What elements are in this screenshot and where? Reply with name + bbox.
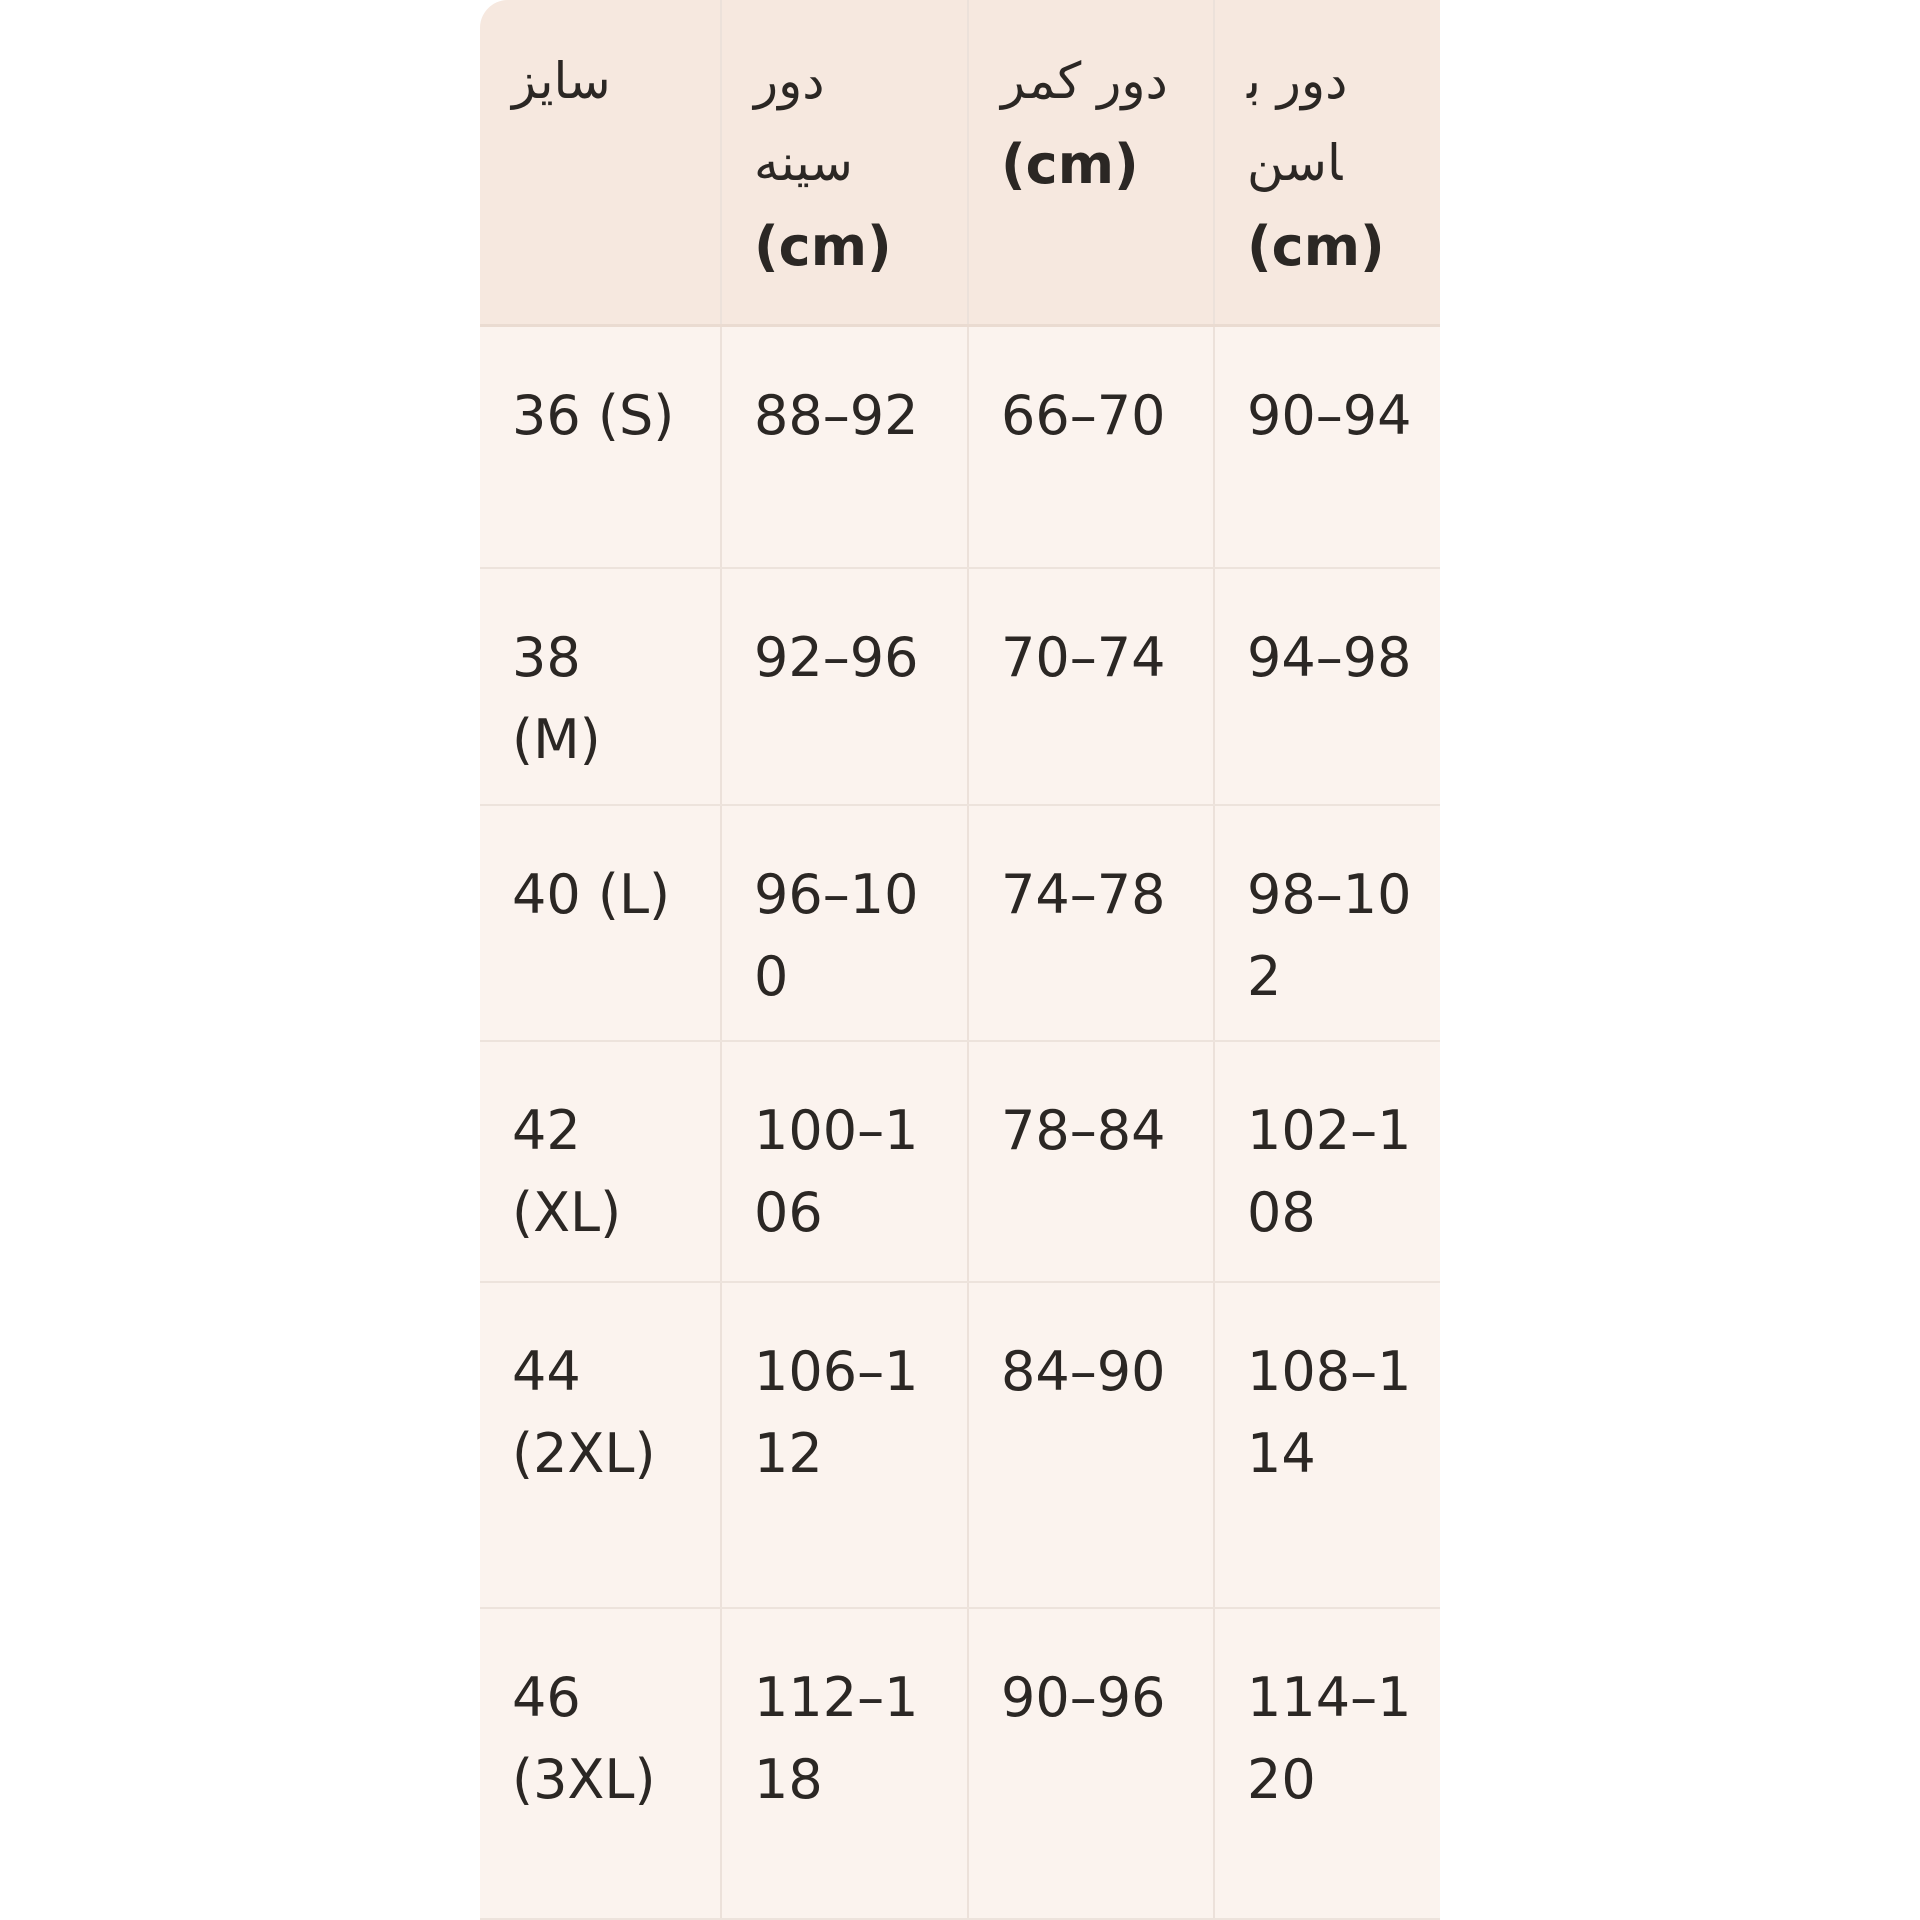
size-chart-table: سایز دور سینه (cm) دور کمر (cm) دور باسن (c… xyxy=(480,0,1440,1920)
cell-size: 40 (L) xyxy=(480,806,722,1040)
cell-size: 38 (M) xyxy=(480,569,722,804)
cell-hip: 94–98 xyxy=(1247,626,1412,689)
cell-chest: 92–96 xyxy=(722,569,969,804)
cell-hip: 90–94 xyxy=(1247,384,1412,447)
cell-chest: 106–112 xyxy=(722,1283,969,1607)
header-waist: دور کمر (cm) xyxy=(969,0,1215,324)
cell-size: 36 (S) xyxy=(480,327,722,567)
table-row: 40 (L) 96–100 74–78 98–102 xyxy=(480,806,1440,1042)
header-chest-label: دور سینه xyxy=(754,52,853,192)
cell-waist: 78–84 xyxy=(969,1042,1215,1281)
table-row: 44 (2XL) 106–112 84–90 108–114 xyxy=(480,1283,1440,1609)
table-row: 36 (S) 88–92 66–70 90–94 xyxy=(480,327,1440,569)
cell-size: 46 (3XL) xyxy=(480,1609,722,1918)
cell-chest: 88–92 xyxy=(722,327,969,567)
table-row: 46 (3XL) 112–118 90–96 114–120 xyxy=(480,1609,1440,1920)
cell-hip: 98–102 xyxy=(1247,863,1412,1008)
header-waist-label: دور کمر xyxy=(1001,52,1168,110)
cell-waist: 70–74 xyxy=(969,569,1215,804)
header-hip-unit: (cm) xyxy=(1247,215,1385,278)
cell-waist: 66–70 xyxy=(969,327,1215,567)
table-row: 38 (M) 92–96 70–74 94–98 xyxy=(480,569,1440,806)
header-hip: دور باسن (cm) xyxy=(1215,0,1440,324)
cell-hip: 102–108 xyxy=(1247,1099,1412,1244)
header-chest: دور سینه (cm) xyxy=(722,0,969,324)
cell-chest: 112–118 xyxy=(722,1609,969,1918)
cell-size: 42 (XL) xyxy=(480,1042,722,1281)
table-row: 42 (XL) 100–106 78–84 102–108 xyxy=(480,1042,1440,1283)
cell-waist: 90–96 xyxy=(969,1609,1215,1918)
header-chest-unit: (cm) xyxy=(754,215,892,278)
cell-waist: 74–78 xyxy=(969,806,1215,1040)
header-size: سایز xyxy=(480,0,722,324)
header-waist-unit: (cm) xyxy=(1001,133,1139,196)
header-hip-label: دور باسن xyxy=(1247,52,1348,192)
cell-waist: 84–90 xyxy=(969,1283,1215,1607)
cell-size: 44 (2XL) xyxy=(480,1283,722,1607)
table-header-row: سایز دور سینه (cm) دور کمر (cm) دور باسن (c… xyxy=(480,0,1440,327)
cell-hip: 114–120 xyxy=(1247,1666,1412,1811)
cell-hip: 108–114 xyxy=(1247,1340,1412,1485)
cell-chest: 96–100 xyxy=(722,806,969,1040)
cell-chest: 100–106 xyxy=(722,1042,969,1281)
header-size-label: سایز xyxy=(512,52,611,110)
table-body: 36 (S) 88–92 66–70 90–94 38 (M) 92–96 70–74 94–… xyxy=(480,327,1440,1920)
